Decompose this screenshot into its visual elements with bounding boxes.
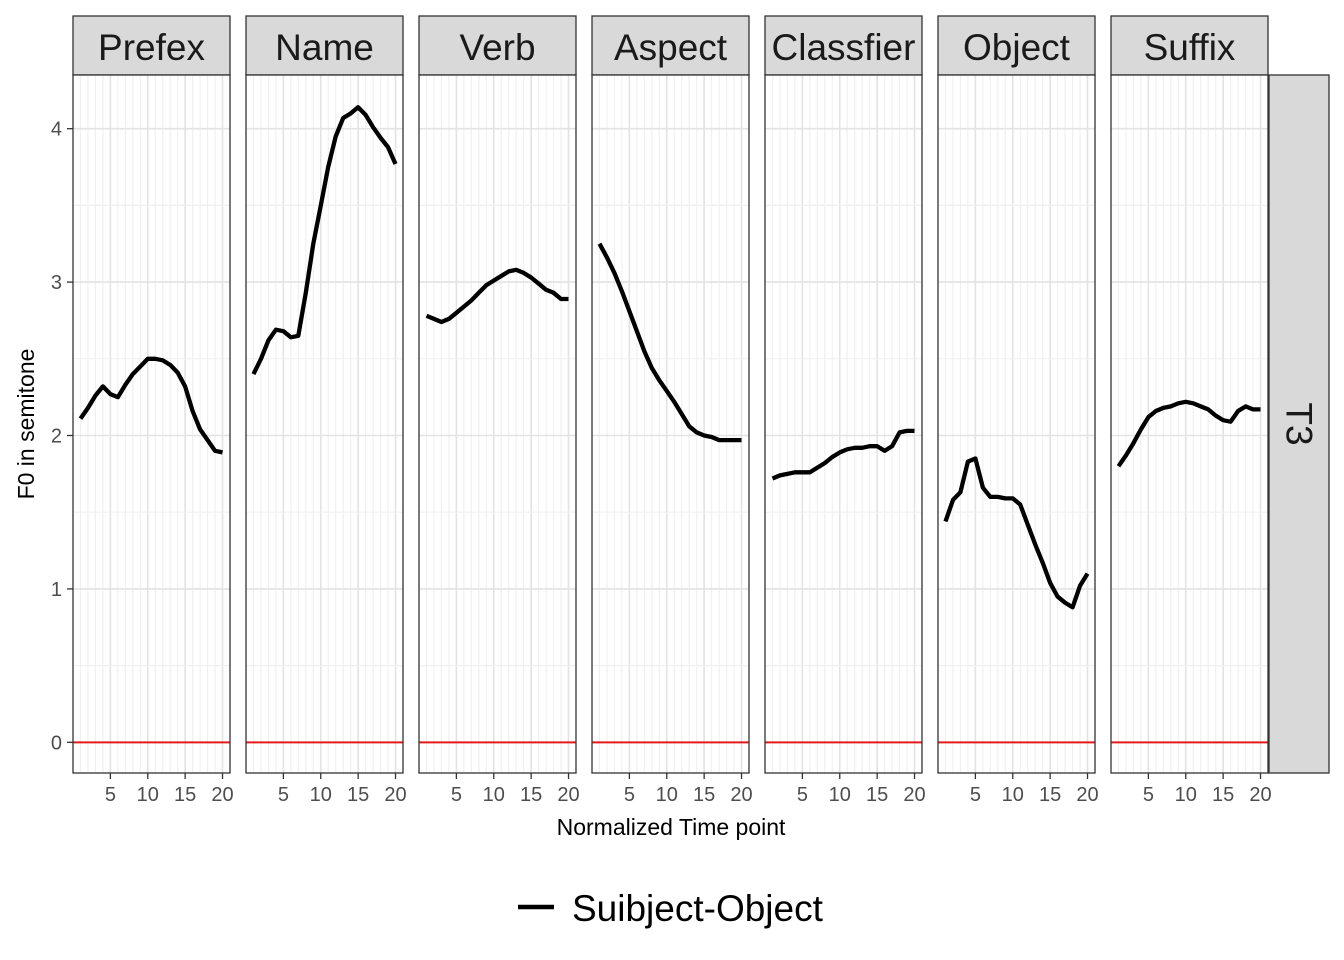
y-axis: 0 1 2 3 4: [51, 119, 73, 754]
facet-panel-aspect: Aspect 5 10 15 20: [591, 15, 753, 806]
x-tick-label: 5: [278, 784, 289, 806]
series-line: [1116, 399, 1261, 468]
series-line: [597, 242, 742, 443]
panel-background: [938, 75, 1095, 773]
facet-panel-classfier: Classfier 5 10 15 20: [764, 15, 926, 806]
facet-title: Verb: [459, 27, 535, 68]
panel-border: [764, 74, 923, 774]
x-tick-label: 20: [1249, 784, 1271, 806]
facet-title: Prefex: [98, 27, 205, 68]
y-axis-title: F0 in semitone: [13, 349, 39, 500]
x-tick-label: 15: [1212, 784, 1234, 806]
x-tick-label: 20: [1076, 784, 1098, 806]
series-line: [943, 456, 1090, 610]
x-tick-label: 10: [137, 784, 159, 806]
x-axis-title: Normalized Time point: [557, 814, 786, 840]
facet-panel-name: Name 5 10 15 20: [245, 15, 407, 806]
x-tick-label: 15: [520, 784, 542, 806]
series-line: [251, 105, 398, 376]
x-tick-label: 20: [384, 784, 406, 806]
series-line: [78, 356, 223, 455]
x-tick-label: 10: [483, 784, 505, 806]
x-tick-label: 10: [1175, 784, 1197, 806]
facet-title: Aspect: [614, 27, 728, 68]
x-tick-label: 5: [970, 784, 981, 806]
y-tick-label: 3: [51, 272, 62, 294]
x-tick-label: 10: [1002, 784, 1024, 806]
x-tick-label: 5: [451, 784, 462, 806]
panel-border: [1110, 74, 1269, 774]
x-tick-label: 5: [105, 784, 116, 806]
panel-border: [245, 74, 404, 774]
legend: Suibject-Object: [518, 888, 824, 929]
panel-background: [1111, 75, 1268, 773]
panel-background: [592, 75, 749, 773]
x-tick-label: 20: [557, 784, 579, 806]
x-tick-label: 20: [730, 784, 752, 806]
x-tick-label: 15: [174, 784, 196, 806]
x-tick-label: 10: [310, 784, 332, 806]
facet-title: Name: [275, 27, 374, 68]
y-tick-label: 4: [51, 119, 62, 141]
panel-border: [937, 74, 1096, 774]
panel-border: [72, 74, 231, 774]
facet-panel-prefex: Prefex 5 10 15 20: [72, 15, 234, 806]
facet-title: Classfier: [772, 27, 916, 68]
panel-border: [591, 74, 750, 774]
facet-title: Suffix: [1144, 27, 1236, 68]
panel-border: [418, 74, 577, 774]
facet-panel-suffix: Suffix 5 10 15 20: [1110, 15, 1272, 806]
series-line: [425, 267, 569, 325]
x-tick-label: 15: [347, 784, 369, 806]
panel-background: [765, 75, 922, 773]
x-tick-label: 10: [829, 784, 851, 806]
x-tick-label: 10: [656, 784, 678, 806]
panel-background: [73, 75, 230, 773]
facet-row-label: T3: [1279, 402, 1320, 445]
facet-strip-background: [72, 15, 231, 76]
x-tick-label: 5: [797, 784, 808, 806]
panel-background: [419, 75, 576, 773]
y-tick-label: 2: [51, 426, 62, 448]
x-tick-label: 20: [903, 784, 925, 806]
facet-strip-background: [764, 15, 923, 76]
series-line: [771, 428, 915, 481]
legend-label: Suibject-Object: [572, 888, 824, 929]
facet-row-strip-background: [1268, 74, 1330, 774]
y-tick-label: 1: [51, 579, 62, 601]
x-tick-label: 15: [693, 784, 715, 806]
x-tick-label: 20: [211, 784, 233, 806]
facet-title: Object: [963, 27, 1071, 68]
x-tick-label: 5: [1143, 784, 1154, 806]
facet-row-strip: T3: [1268, 74, 1330, 774]
facet-panel-object: Object 5 10 15 20: [937, 15, 1099, 806]
x-tick-label: 5: [624, 784, 635, 806]
x-tick-label: 15: [1039, 784, 1061, 806]
x-tick-label: 15: [866, 784, 888, 806]
facet-strip-background: [937, 15, 1096, 76]
facet-strip-background: [418, 15, 577, 76]
y-tick-label: 0: [51, 732, 62, 754]
facet-panel-verb: Verb 5 10 15 20: [418, 15, 580, 806]
